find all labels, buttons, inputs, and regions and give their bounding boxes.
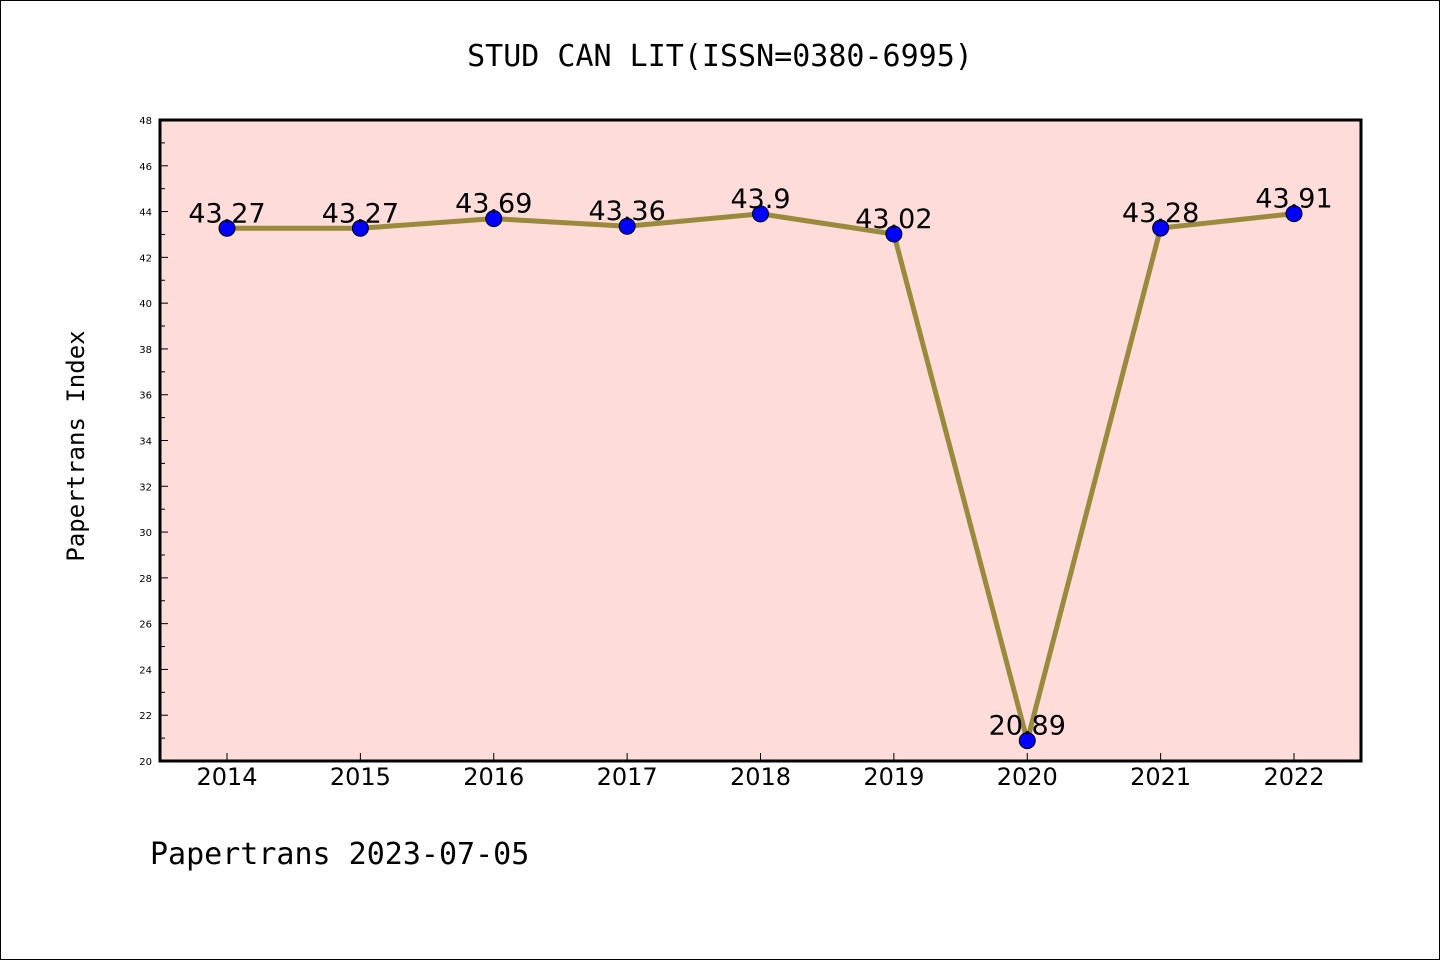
x-tick-label: 2015: [330, 763, 391, 791]
y-tick-label: 20: [139, 757, 152, 768]
x-tick-label: 2017: [597, 763, 658, 791]
data-point: [1152, 219, 1170, 237]
y-tick-label: 32: [139, 482, 152, 493]
y-tick-label: 36: [139, 391, 152, 402]
data-label: 43.27: [322, 198, 399, 229]
data-point: [351, 219, 369, 237]
data-markers: [218, 205, 1303, 750]
data-point: [218, 219, 236, 237]
data-label: 43.91: [1255, 184, 1332, 215]
y-tick-label: 22: [139, 711, 152, 722]
chart-title: STUD CAN LIT(ISSN=0380-6995): [467, 39, 973, 74]
y-tick-label: 48: [139, 116, 152, 127]
data-label: 20.89: [989, 711, 1066, 742]
data-label: 43.69: [455, 189, 532, 220]
y-tick-label: 34: [139, 437, 152, 448]
footer-text: Papertrans 2023-07-05: [150, 837, 529, 872]
data-label: 43.28: [1122, 198, 1199, 229]
y-tick-label: 26: [139, 620, 152, 631]
data-label: 43.9: [730, 184, 790, 215]
plot-border: [158, 118, 1363, 763]
data-point: [752, 205, 769, 223]
data-point: [1018, 732, 1036, 750]
data-point: [485, 210, 503, 228]
x-tick-label: 2019: [863, 763, 924, 791]
x-tick-label: 2020: [997, 763, 1058, 791]
y-tick-label: 38: [139, 345, 152, 356]
y-tick-label: 28: [139, 574, 152, 585]
y-tick-label: 44: [139, 208, 152, 219]
y-tick-label: 42: [139, 253, 152, 264]
y-axis-label: Papertrans Index: [62, 330, 90, 561]
x-tick-label: 2022: [1263, 763, 1324, 791]
x-tick-label: 2014: [196, 763, 257, 791]
y-tick-label: 46: [139, 162, 152, 173]
data-point: [885, 225, 903, 243]
data-point: [618, 217, 636, 235]
x-axis: 2014 2015 2016 2017 2018 2019 2020 2021 2022: [196, 753, 1325, 791]
y-tick-label: 40: [139, 299, 152, 310]
x-tick-label: 2021: [1130, 763, 1191, 791]
y-tick-label: 30: [139, 528, 152, 539]
data-label: 43.36: [588, 196, 665, 227]
x-tick-label: 2016: [463, 763, 524, 791]
data-label: 43.27: [188, 198, 265, 229]
y-tick-label: 24: [139, 665, 152, 676]
data-labels: 43.27 43.27 43.69 43.36 43.9 43.02 20.89 43.28 4…: [188, 184, 1332, 742]
data-label: 43.02: [855, 204, 932, 235]
data-point: [1285, 205, 1303, 223]
x-tick-label: 2018: [730, 763, 791, 791]
